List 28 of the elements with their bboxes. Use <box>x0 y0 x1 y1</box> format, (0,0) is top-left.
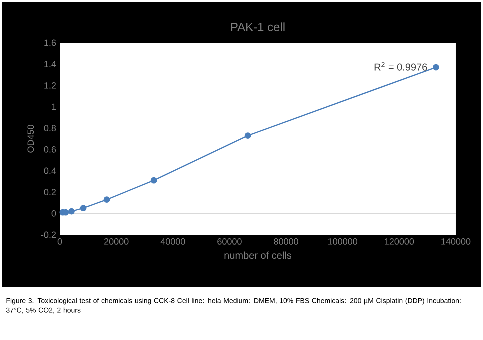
point <box>150 177 158 184</box>
point <box>68 208 75 215</box>
y-tick-label: 0 <box>52 210 56 217</box>
point <box>104 196 110 203</box>
y-tick-label: 1.2 <box>44 82 56 89</box>
x-tick-label: 40000 <box>160 238 186 245</box>
y-tick-label: 1.4 <box>44 61 56 68</box>
x-tick-label: 120000 <box>385 238 414 245</box>
y-axis-title: OD450 <box>28 125 34 153</box>
y-tick-label: 0.4 <box>44 168 56 174</box>
x-tick-label: 60000 <box>218 238 242 245</box>
y-tick-label: 1 <box>52 104 56 110</box>
point <box>244 132 252 139</box>
y-tick-label: 0.2 <box>44 189 56 196</box>
x-tick-label: 20000 <box>104 238 129 245</box>
x-tick-label: 100000 <box>328 238 358 245</box>
y-tick-label: 0.8 <box>44 125 56 132</box>
x-axis-title: number of cells <box>224 252 292 260</box>
point <box>432 64 440 71</box>
y-tick-label: 1.6 <box>44 40 56 46</box>
x-tick-label: 0 <box>58 238 62 245</box>
x-tick-label: 80000 <box>274 238 298 245</box>
annotation: R$^{2}$ = 0.9976 <box>374 62 428 71</box>
point <box>80 205 87 212</box>
x-tick-label: 140000 <box>442 238 471 245</box>
y-tick-label: -0.2 <box>41 232 56 238</box>
y-tick-label: 0.6 <box>44 146 56 153</box>
chart-title: PAK-1 cell <box>231 22 285 32</box>
